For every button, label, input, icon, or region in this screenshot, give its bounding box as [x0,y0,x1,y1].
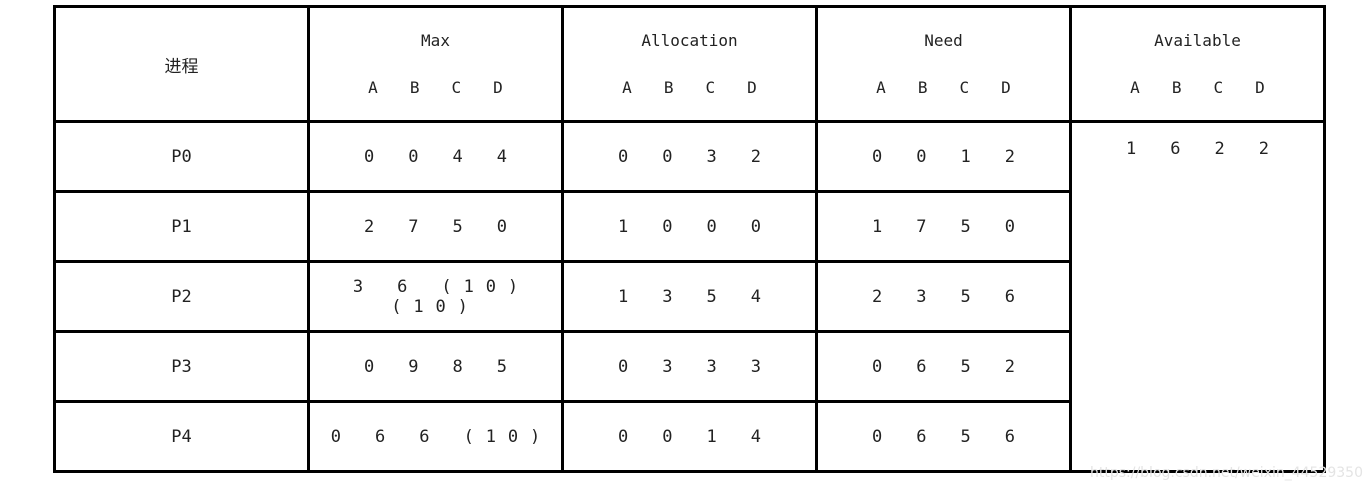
column-sub: A B C D [876,78,1023,97]
column-sub: A B C D [1130,78,1277,97]
max-cell: 3 6 (10) (10) [307,260,564,333]
table-row: P3 0 9 8 5 0 3 3 3 0 6 5 2 [53,330,1325,403]
column-sub: A B C D [622,78,769,97]
table-row: P4 0 6 6 (10) 0 0 1 4 0 6 5 6 [53,400,1325,473]
max-cell: 0 0 4 4 [307,120,564,193]
max-values: 2 7 5 0 [363,216,519,237]
need-values: 1 7 5 0 [871,216,1027,237]
available-values: 1 6 2 2 [1125,139,1281,159]
allocation-values: 0 3 3 3 [617,356,773,377]
banker-table: 进程 Max A B C D Allocation A B C D Need A B C … [53,5,1326,473]
table-body: 进程 Max A B C D Allocation A B C D Need A B C … [53,5,1326,473]
header-cell: 进程 [53,5,310,123]
process-cell: P1 [53,190,310,263]
max-cell: 0 6 6 (10) [307,400,564,473]
header-row: 进程 Max A B C D Allocation A B C D Need A B C … [53,5,1326,123]
header-cell: Max A B C D [307,5,564,123]
allocation-cell: 0 0 3 2 [561,120,818,193]
max-values: 0 0 4 4 [363,146,519,167]
need-values: 0 0 1 2 [871,146,1027,167]
header-cell: Allocation A B C D [561,5,818,123]
need-cell: 0 0 1 2 [815,120,1072,193]
max-values: 0 9 8 5 [363,356,519,377]
allocation-values: 0 0 1 4 [617,426,773,447]
column-sub: A B C D [368,78,515,97]
allocation-cell: 1 3 5 4 [561,260,818,333]
max-cell: 2 7 5 0 [307,190,564,263]
column-name: Available [1154,31,1241,50]
watermark: https://blog.csdn.net/weixin_44529350 [1089,465,1363,481]
need-cell: 0 6 5 6 [815,400,1072,473]
column-name: Allocation [641,31,738,50]
allocation-cell: 1 0 0 0 [561,190,818,263]
allocation-cell: 0 0 1 4 [561,400,818,473]
need-cell: 0 6 5 2 [815,330,1072,403]
allocation-values: 1 3 5 4 [617,286,773,307]
need-values: 0 6 5 6 [871,426,1027,447]
need-cell: 1 7 5 0 [815,190,1072,263]
max-values: 3 6 (10) (10) [352,276,530,317]
allocation-cell: 0 3 3 3 [561,330,818,403]
allocation-values: 0 0 3 2 [617,146,773,167]
column-name: Need [924,31,963,50]
process-cell: P2 [53,260,310,333]
table-row: P2 3 6 (10) (10) 1 3 5 4 2 3 5 6 [53,260,1325,333]
allocation-values: 1 0 0 0 [617,216,773,237]
max-cell: 0 9 8 5 [307,330,564,403]
table-row: P1 2 7 5 0 1 0 0 0 1 7 5 0 [53,190,1325,263]
column-name: Max [421,31,450,50]
process-cell: P4 [53,400,310,473]
process-cell: P3 [53,330,310,403]
available-cell: 1 6 2 2 [1069,120,1326,473]
header-cell: Need A B C D [815,5,1072,123]
need-values: 2 3 5 6 [871,286,1027,307]
need-cell: 2 3 5 6 [815,260,1072,333]
need-values: 0 6 5 2 [871,356,1027,377]
process-cell: P0 [53,120,310,193]
table-row: P0 0 0 4 4 0 0 3 2 0 0 1 2 1 6 2 2 [53,120,1326,473]
header-cell: Available A B C D [1069,5,1326,123]
header-process: 进程 [164,56,199,77]
max-values: 0 6 6 (10) [330,426,553,447]
